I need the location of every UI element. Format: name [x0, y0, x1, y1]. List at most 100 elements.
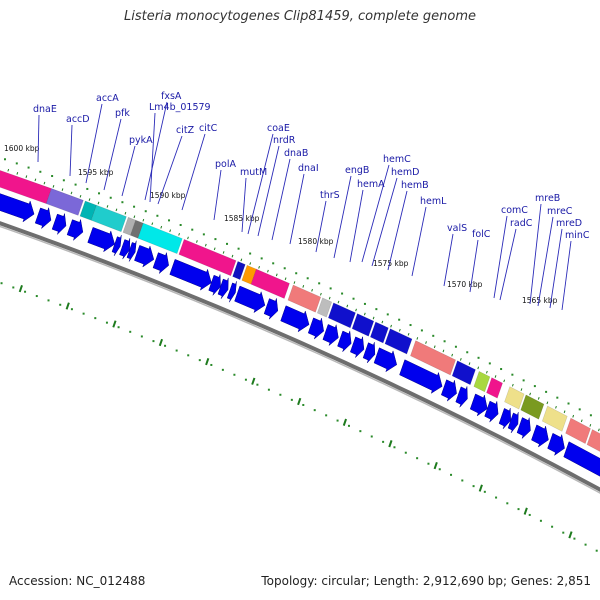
- minor-tick: [267, 269, 269, 273]
- gene-label: pfk: [115, 108, 130, 119]
- minor-tick: [160, 225, 163, 229]
- gc-dot: [51, 175, 54, 178]
- gc-dot: [214, 238, 217, 241]
- feature-bar: [45, 188, 84, 216]
- cds-arrow: [208, 274, 221, 296]
- backbone-line: [0, 221, 600, 492]
- feature-bar: [520, 394, 545, 420]
- leader-line: [333, 175, 352, 259]
- scale-tick-label: 1585 kbp: [224, 214, 260, 223]
- minor-tick: [520, 388, 523, 391]
- cds-arrow: [111, 234, 122, 256]
- minor-tick: [61, 188, 64, 191]
- gc-dot: [233, 373, 236, 376]
- gc-dot: [466, 351, 469, 354]
- minor-tick: [249, 262, 252, 265]
- gc-dot: [500, 368, 503, 371]
- gc-dot: [164, 344, 167, 347]
- minor-tick: [88, 198, 91, 201]
- minor-tick: [589, 423, 592, 427]
- gc-dot: [443, 340, 446, 343]
- gc-dot: [237, 247, 240, 250]
- feature-bar: [250, 268, 290, 299]
- gene-label: valS: [447, 223, 467, 234]
- feature-bar: [90, 204, 127, 233]
- cds-arrow: [516, 417, 531, 439]
- leader-line: [411, 206, 427, 277]
- minor-tick: [337, 300, 340, 304]
- gc-dot: [539, 519, 542, 522]
- minor-tick: [213, 247, 216, 251]
- gc-dot: [187, 354, 190, 357]
- minor-tick: [425, 341, 427, 344]
- minor-tick: [503, 379, 506, 383]
- gc-marker: [297, 397, 302, 406]
- feature-bar: [351, 313, 375, 337]
- gc-dot: [370, 435, 373, 438]
- gc-dot: [94, 317, 97, 320]
- gc-marker: [433, 461, 438, 470]
- scale-tick-label: 1600 kbp: [4, 144, 40, 153]
- gc-marker: [205, 357, 210, 366]
- feature-bar: [316, 297, 333, 318]
- gene-label: radC: [510, 218, 533, 229]
- minor-tick: [106, 205, 109, 208]
- gc-dot: [290, 398, 293, 401]
- leader-line: [247, 133, 274, 235]
- gc-dot: [584, 543, 587, 546]
- gene-label: dnaE: [33, 104, 57, 115]
- minor-tick: [311, 288, 313, 292]
- gc-dot: [495, 496, 498, 499]
- cds-arrow: [399, 359, 443, 394]
- scale-tick-label: 1580 kbp: [298, 237, 334, 246]
- gc-dot: [62, 179, 65, 182]
- minor-tick: [572, 414, 575, 418]
- cds-arrow: [484, 400, 499, 423]
- minor-tick: [133, 215, 136, 219]
- gc-dot: [517, 508, 520, 511]
- minor-tick: [598, 428, 600, 432]
- cds-arrow: [547, 432, 565, 456]
- gc-dot: [0, 282, 3, 285]
- minor-tick: [43, 181, 46, 185]
- gc-dot: [450, 473, 453, 476]
- minor-tick: [346, 304, 349, 308]
- minor-tick: [302, 285, 305, 288]
- gene-label: coaE: [267, 123, 290, 134]
- gc-dot: [179, 224, 182, 227]
- gc-dot: [86, 187, 89, 190]
- gene-label: mutM: [240, 167, 267, 178]
- leader-line: [499, 228, 517, 301]
- gc-dot: [27, 166, 30, 169]
- gc-dot: [210, 363, 213, 366]
- scale-tick-label: 1575 kbp: [373, 259, 409, 268]
- minor-tick: [222, 251, 225, 254]
- gc-marker: [568, 531, 573, 539]
- leader-line: [443, 233, 454, 287]
- minor-tick: [433, 345, 436, 349]
- leader-line: [241, 177, 247, 233]
- minor-tick: [97, 201, 100, 205]
- gene-label: citC: [199, 123, 218, 134]
- gc-dot: [404, 451, 407, 454]
- gene-label: fxsA: [161, 91, 182, 102]
- gc-dot: [318, 282, 321, 285]
- leader-line: [537, 216, 554, 307]
- gc-marker: [158, 338, 164, 347]
- minor-tick: [178, 232, 180, 236]
- gc-dot: [244, 378, 247, 381]
- gc-dot: [567, 402, 570, 405]
- gc-dot: [533, 385, 536, 388]
- feature-bar: [369, 321, 389, 344]
- minor-tick: [16, 172, 19, 175]
- leader-line: [315, 200, 327, 253]
- gc-dot: [121, 201, 124, 204]
- gc-dot: [302, 403, 305, 406]
- feature-bar: [384, 328, 413, 355]
- cds-arrow: [507, 412, 519, 434]
- minor-tick: [398, 328, 401, 332]
- gc-dot: [272, 262, 275, 265]
- cds-arrow: [34, 206, 52, 230]
- minor-tick: [355, 308, 357, 312]
- gc-dot: [226, 242, 229, 245]
